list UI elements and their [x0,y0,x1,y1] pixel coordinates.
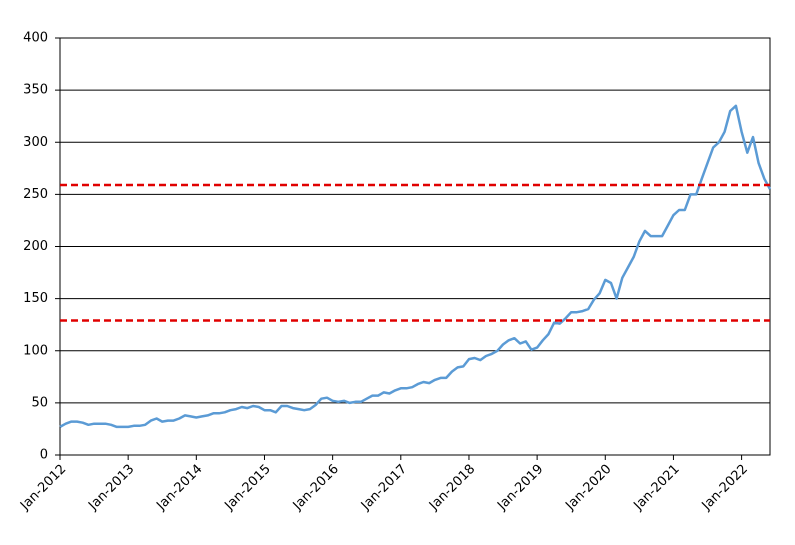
y-tick-label: 0 [40,448,48,463]
y-tick-label: 300 [23,135,48,150]
x-tick-label: Jan-2012 [17,462,69,514]
line [59,104,772,429]
y-tick-label: 400 [23,31,48,46]
x-tick-label: Jan-2021 [631,462,683,514]
y-tick-label: 100 [23,343,48,358]
x-tick-label: Jan-2022 [699,462,751,514]
x-tick-label: Jan-2019 [494,462,546,514]
x-tick-label: Jan-2020 [562,462,614,514]
y-tick-label: 350 [23,83,48,98]
x-tick-label: Jan-2014 [153,462,205,514]
x-tick-label: Jan-2018 [426,462,478,514]
y-tick-label: 200 [23,239,48,254]
x-tick-label: Jan-2013 [85,462,137,514]
y-tick-label: 250 [23,187,48,202]
y-tick-label: 50 [31,395,48,410]
x-tick-label: Jan-2017 [358,462,410,514]
y-tick-label: 150 [23,291,48,306]
x-tick-label: Jan-2016 [290,462,342,514]
x-tick-label: Jan-2015 [222,462,274,514]
plot-frame [59,37,771,456]
